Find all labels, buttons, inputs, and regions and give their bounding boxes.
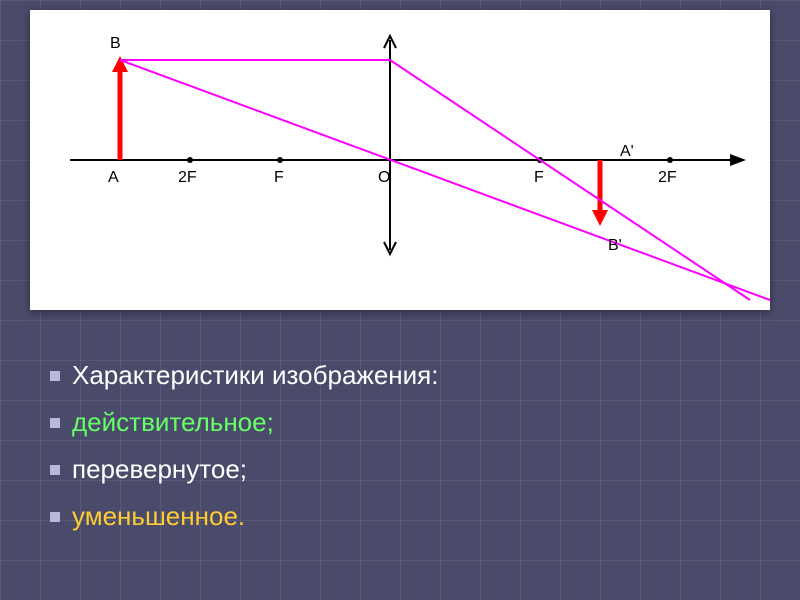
caption-item3-line: уменьшенное. [50, 501, 750, 532]
caption-title: Характеристики изображения: [72, 360, 438, 391]
label-F-left: F [274, 169, 284, 186]
label-2F-left: 2F [178, 169, 197, 186]
caption-item1: действительное; [72, 407, 274, 438]
label-F-right: F [534, 169, 544, 186]
ray-diagram-svg: B A 2F F O F 2F A' B' [30, 10, 770, 310]
caption-item2-line: перевернутое; [50, 454, 750, 485]
caption-item2: перевернутое; [72, 454, 247, 485]
label-B: B [110, 35, 121, 52]
caption-item3: уменьшенное. [72, 501, 245, 532]
caption-area: Характеристики изображения: действительн… [0, 330, 800, 578]
image-arrowhead [592, 210, 608, 226]
dot-F-left [277, 157, 283, 163]
bullet-icon [50, 371, 60, 381]
object-arrowhead [112, 56, 128, 72]
label-2F-right: 2F [658, 169, 677, 186]
bullet-icon [50, 418, 60, 428]
dot-2F-left [187, 157, 193, 163]
label-O: O [378, 169, 390, 186]
caption-item1-line: действительное; [50, 407, 750, 438]
label-A: A [108, 169, 119, 186]
label-A-prime: A' [620, 143, 634, 160]
bullet-icon [50, 465, 60, 475]
bullet-icon [50, 512, 60, 522]
caption-title-line: Характеристики изображения: [50, 360, 750, 391]
optics-diagram: B A 2F F O F 2F A' B' [30, 10, 770, 310]
label-B-prime: B' [608, 237, 622, 254]
dot-2F-right [667, 157, 673, 163]
